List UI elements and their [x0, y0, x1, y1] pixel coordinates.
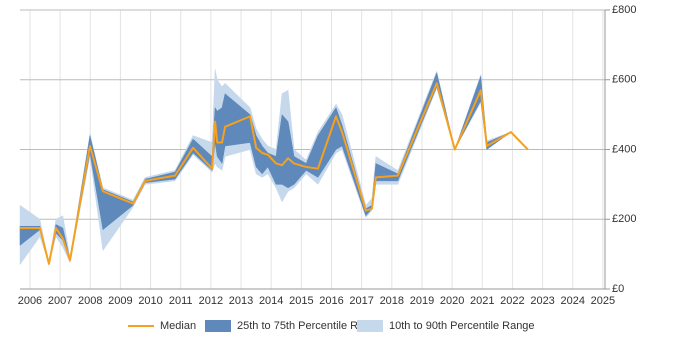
median-line [20, 82, 529, 265]
x-tick-label: 2020 [440, 295, 464, 307]
x-tick-label: 2019 [410, 295, 434, 307]
x-tick-label: 2017 [349, 295, 373, 307]
x-tick-label: 2022 [500, 295, 524, 307]
y-tick-label: £600 [612, 74, 636, 86]
legend-swatch [357, 320, 383, 332]
x-tick-label: 2008 [78, 295, 102, 307]
legend-label: 10th to 90th Percentile Range [389, 320, 535, 332]
x-tick-label: 2025 [591, 295, 615, 307]
x-tick-label: 2014 [259, 295, 283, 307]
y-tick-label: £0 [612, 283, 624, 295]
x-tick-label: 2018 [380, 295, 404, 307]
legend-label: Median [160, 320, 196, 332]
x-tick-label: 2015 [289, 295, 313, 307]
x-tick-label: 2006 [18, 295, 42, 307]
x-tick-label: 2009 [108, 295, 132, 307]
x-tick-label: 2010 [138, 295, 162, 307]
legend-label: 25th to 75th Percentile Range [237, 320, 383, 332]
legend-swatch [205, 320, 231, 332]
x-tick-label: 2012 [199, 295, 223, 307]
x-tick-label: 2007 [48, 295, 72, 307]
x-tick-label: 2013 [229, 295, 253, 307]
y-tick-label: £800 [612, 4, 636, 16]
x-tick-label: 2023 [530, 295, 554, 307]
x-tick-label: 2021 [470, 295, 494, 307]
x-tick-label: 2016 [319, 295, 343, 307]
y-tick-label: £400 [612, 143, 636, 155]
x-tick-label: 2011 [169, 295, 193, 307]
y-tick-label: £200 [612, 213, 636, 225]
x-tick-label: 2024 [560, 295, 584, 307]
